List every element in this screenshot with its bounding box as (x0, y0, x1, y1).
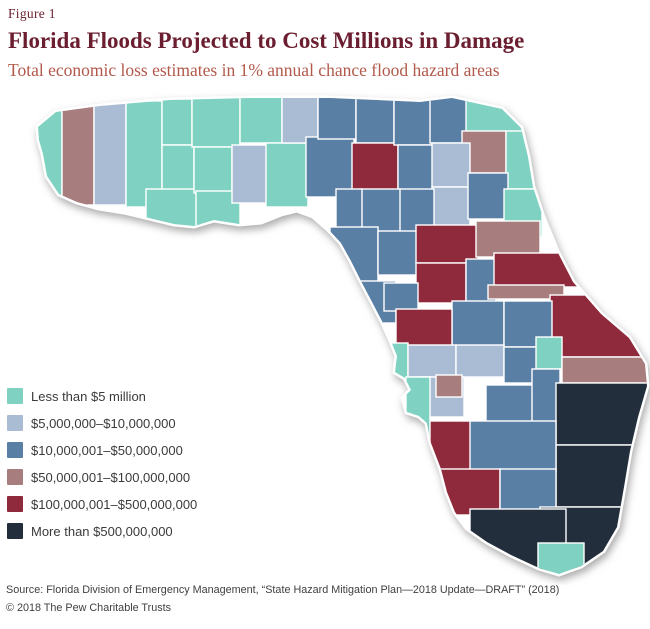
legend-item: $100,000,001–$500,000,000 (7, 496, 197, 512)
legend-label: $5,000,000–$10,000,000 (31, 415, 176, 431)
legend-swatch (7, 496, 23, 512)
legend-label: $50,000,001–$100,000,000 (31, 469, 191, 485)
figure-label: Figure 1 (8, 6, 56, 21)
legend-item: $10,000,001–$50,000,000 (7, 442, 197, 458)
legend-label: Less than $5 million (31, 388, 146, 404)
florida-map-svg (35, 95, 650, 577)
figure-header: Figure 1 Florida Floods Projected to Cos… (8, 6, 642, 81)
florida-choropleth-map: Less than $5 million $5,000,000–$10,000,… (0, 85, 650, 585)
source-note: Source: Florida Division of Emergency Ma… (6, 584, 560, 596)
legend-swatch (7, 469, 23, 485)
legend-label: $100,000,001–$500,000,000 (31, 496, 198, 512)
figure-title: Florida Floods Projected to Cost Million… (8, 28, 525, 53)
copyright-note: © 2018 The Pew Charitable Trusts (6, 602, 171, 614)
legend-item: $5,000,000–$10,000,000 (7, 415, 197, 431)
figure-subtitle: Total economic loss estimates in 1% annu… (8, 59, 500, 80)
legend-swatch (7, 415, 23, 431)
map-legend: Less than $5 million $5,000,000–$10,000,… (7, 388, 197, 550)
legend-item: $50,000,001–$100,000,000 (7, 469, 197, 485)
legend-label: $10,000,001–$50,000,000 (31, 442, 183, 458)
legend-swatch (7, 442, 23, 458)
legend-swatch (7, 388, 23, 404)
legend-item: Less than $5 million (7, 388, 197, 404)
legend-swatch (7, 523, 23, 539)
legend-item: More than $500,000,000 (7, 523, 197, 539)
legend-label: More than $500,000,000 (31, 523, 173, 539)
figure-footer: Source: Florida Division of Emergency Ma… (6, 584, 644, 614)
